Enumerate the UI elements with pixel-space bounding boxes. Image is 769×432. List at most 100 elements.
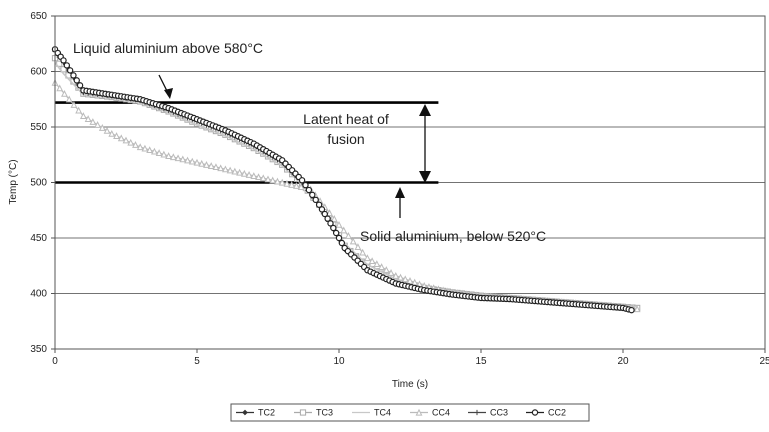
data-point-CC4 bbox=[56, 84, 64, 92]
data-point-CC4 bbox=[122, 136, 130, 144]
annotation-solid-arrowhead bbox=[395, 187, 405, 198]
annotation-solid: Solid aluminium, below 520°C bbox=[360, 228, 546, 244]
legend-label-TC2: TC2 bbox=[258, 408, 275, 418]
x-tick-label: 15 bbox=[475, 356, 487, 367]
data-point-CC4 bbox=[368, 257, 376, 265]
data-point-CC4 bbox=[255, 173, 262, 181]
data-point-CC4 bbox=[108, 129, 116, 137]
latent-heat-arrowhead-down bbox=[419, 171, 431, 183]
y-tick-label: 600 bbox=[30, 67, 47, 78]
y-ticks: 350 400 450 500 550 600 650 bbox=[30, 11, 55, 355]
legend-item-CC4: CC4 bbox=[410, 408, 450, 418]
x-tick-label: 5 bbox=[194, 356, 200, 367]
data-point-CC4 bbox=[335, 220, 343, 228]
data-point-CC2 bbox=[332, 229, 340, 237]
data-point-CC2 bbox=[63, 62, 71, 69]
data-point-CC4 bbox=[387, 269, 395, 276]
data-point-CC4 bbox=[70, 101, 78, 108]
data-point-CC4 bbox=[113, 132, 120, 139]
data-point-CC2 bbox=[70, 72, 77, 79]
data-point-CC4 bbox=[633, 305, 641, 313]
data-point-CC4 bbox=[340, 226, 348, 234]
data-point-CC4 bbox=[401, 275, 409, 283]
x-tick-label: 20 bbox=[617, 356, 629, 367]
data-point-CC4 bbox=[354, 243, 362, 250]
data-point-CC4 bbox=[236, 168, 244, 176]
data-point-CC4 bbox=[203, 161, 210, 168]
data-point-CC4 bbox=[188, 157, 196, 165]
data-point-CC4 bbox=[373, 260, 381, 267]
x-axis-title: Time (s) bbox=[392, 379, 428, 390]
data-point-CC4 bbox=[231, 167, 239, 175]
data-point-CC4 bbox=[169, 153, 177, 161]
data-point-CC4 bbox=[136, 143, 144, 151]
y-tick-label: 450 bbox=[30, 233, 47, 244]
series-group bbox=[51, 46, 641, 314]
x-tick-label: 10 bbox=[333, 356, 345, 367]
y-tick-label: 400 bbox=[30, 289, 47, 300]
data-point-CC4 bbox=[117, 134, 125, 142]
legend-item-TC2: TC2 bbox=[236, 408, 275, 418]
data-point-CC2 bbox=[330, 224, 337, 232]
data-point-CC4 bbox=[207, 162, 215, 169]
latent-heat-arrowhead-up bbox=[419, 104, 431, 116]
legend-item-CC3: CC3 bbox=[468, 408, 508, 418]
data-point-CC4 bbox=[349, 237, 357, 245]
data-point-CC4 bbox=[226, 166, 234, 174]
data-point-CC4 bbox=[397, 273, 404, 281]
data-point-CC4 bbox=[160, 150, 168, 158]
data-point-CC4 bbox=[150, 147, 158, 155]
data-point-CC4 bbox=[198, 159, 206, 167]
data-point-CC4 bbox=[75, 106, 83, 114]
data-point-CC4 bbox=[103, 126, 111, 134]
data-point-CC4 bbox=[297, 183, 305, 191]
legend-label-CC3: CC3 bbox=[490, 408, 508, 418]
data-point-CC2 bbox=[66, 67, 74, 74]
legend-label-CC2: CC2 bbox=[548, 408, 566, 418]
x-ticks: 0 5 10 15 20 25 bbox=[52, 349, 769, 367]
data-point-CC4 bbox=[98, 124, 106, 131]
data-point-CC4 bbox=[363, 254, 371, 262]
data-point-CC4 bbox=[217, 164, 225, 172]
data-point-CC2 bbox=[309, 191, 316, 199]
data-point-CC2 bbox=[60, 57, 67, 64]
data-point-CC4 bbox=[250, 172, 258, 179]
data-point-CC2 bbox=[302, 181, 309, 189]
y-tick-label: 350 bbox=[30, 344, 47, 355]
x-tick-label: 0 bbox=[52, 356, 58, 367]
data-point-CC4 bbox=[240, 169, 248, 177]
legend-marker-CC4 bbox=[415, 408, 423, 416]
x-tick-label: 25 bbox=[759, 356, 769, 367]
data-point-CC4 bbox=[146, 146, 154, 154]
data-point-CC2 bbox=[305, 186, 313, 194]
data-point-CC4 bbox=[259, 174, 267, 182]
legend-label-CC4: CC4 bbox=[432, 408, 450, 418]
data-point-CC4 bbox=[378, 263, 386, 270]
legend-marker-CC3 bbox=[474, 409, 480, 416]
data-point-CC4 bbox=[326, 209, 333, 216]
data-point-CC4 bbox=[406, 277, 414, 284]
data-point-CC2 bbox=[338, 239, 346, 247]
y-tick-label: 500 bbox=[30, 178, 47, 189]
data-point-CC4 bbox=[193, 158, 201, 166]
data-point-CC4 bbox=[382, 266, 390, 273]
data-point-CC4 bbox=[184, 156, 191, 164]
y-axis-title: Temp (°C) bbox=[8, 159, 19, 204]
legend-marker-CC2 bbox=[531, 409, 539, 416]
data-point-CC2 bbox=[324, 215, 331, 222]
data-point-CC4 bbox=[292, 182, 300, 189]
data-point-CC4 bbox=[65, 95, 73, 103]
legend-item-TC3: TC3 bbox=[294, 408, 333, 418]
data-point-CC4 bbox=[94, 121, 102, 128]
data-point-CC4 bbox=[61, 89, 68, 97]
data-point-CC4 bbox=[179, 155, 187, 163]
data-point-CC4 bbox=[141, 144, 149, 152]
legend-label-TC4: TC4 bbox=[374, 408, 391, 418]
legend-marker-TC2 bbox=[242, 409, 248, 416]
data-point-CC4 bbox=[283, 179, 291, 187]
legend-item-CC2: CC2 bbox=[526, 408, 566, 418]
legend-item-TC4: TC4 bbox=[352, 408, 391, 418]
data-point-CC2 bbox=[327, 220, 334, 227]
data-point-CC2 bbox=[335, 234, 343, 242]
